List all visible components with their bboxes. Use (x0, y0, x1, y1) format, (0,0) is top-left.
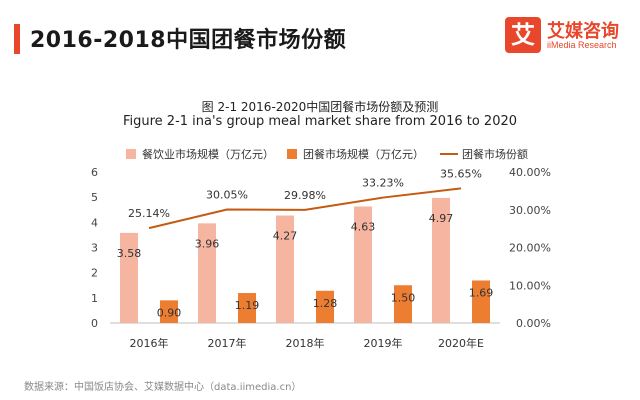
y-left-tick-label: 1 (91, 292, 98, 305)
y-right-tick-label: 0.00% (516, 317, 551, 330)
title-accent-bar (14, 24, 20, 54)
bar-restaurant-market (198, 223, 216, 323)
data-source-note: 数据来源：中国饭店协会、艾媒数据中心（data.iimedia.cn） (24, 382, 302, 393)
bar-group-meal-market (316, 290, 334, 323)
logo-subtitle: iiMedia Research (547, 40, 617, 50)
y-left-tick-label: 5 (91, 191, 98, 204)
legend-swatch (287, 149, 297, 159)
y-left-tick-label: 4 (91, 216, 98, 229)
x-tick-label: 2018年 (286, 336, 325, 350)
x-tick-label: 2019年 (364, 336, 403, 350)
y-right-tick-label: 40.00% (509, 166, 551, 179)
bar-restaurant-label: 3.96 (195, 237, 220, 250)
bar-group-meal-market (160, 300, 178, 323)
market-share-label: 35.65% (440, 167, 482, 180)
iimedia-logo: 艾 艾媒咨询 iiMedia Research (505, 15, 635, 59)
market-share-label: 29.98% (284, 189, 326, 202)
bar-restaurant-market (354, 206, 372, 323)
logo-badge: 艾 (505, 17, 541, 53)
bar-group-meal-market (238, 293, 256, 323)
bar-group-meal-label: 1.19 (235, 299, 260, 312)
bar-group-meal-market (472, 280, 490, 323)
logo-name: 艾媒咨询 (547, 21, 619, 42)
bar-restaurant-market (276, 215, 294, 323)
page-title: 2016-2018中国团餐市场份额 (30, 28, 347, 53)
y-right-tick-label: 30.00% (509, 204, 551, 217)
legend-label: 团餐市场规模（万亿元） (303, 147, 424, 161)
bar-group-meal-label: 1.69 (469, 286, 494, 299)
bar-restaurant-label: 4.63 (351, 220, 376, 233)
y-left-tick-label: 3 (91, 242, 98, 255)
bar-group-meal-label: 0.90 (157, 306, 182, 319)
bar-restaurant-market (432, 197, 450, 323)
market-share-line (148, 187, 462, 230)
bar-group-meal-label: 1.50 (391, 291, 416, 304)
legend-label: 团餐市场份额 (462, 147, 528, 161)
y-left-tick-label: 0 (91, 317, 98, 330)
x-tick-label: 2016年 (130, 336, 169, 350)
bar-restaurant-label: 4.97 (429, 212, 454, 225)
market-share-label: 33.23% (362, 177, 404, 190)
y-left-tick-label: 2 (91, 267, 98, 280)
bar-restaurant-label: 3.58 (117, 247, 142, 260)
legend-label: 餐饮业市场规模（万亿元） (142, 147, 274, 161)
bar-restaurant-label: 4.27 (273, 230, 298, 243)
y-right-tick-label: 20.00% (509, 242, 551, 255)
bar-group-meal-label: 1.28 (313, 297, 338, 310)
legend-swatch (126, 149, 136, 159)
chart-subtitle: Figure 2-1 ina's group meal market share… (122, 114, 518, 129)
market-share-label: 25.14% (128, 207, 170, 220)
x-tick-label: 2020年E (438, 336, 484, 350)
market-share-label: 30.05% (206, 189, 248, 202)
chart-title: 图 2-1 2016-2020中国团餐市场份额及预测 (201, 100, 439, 114)
y-left-tick-label: 6 (91, 166, 98, 179)
bar-group-meal-market (394, 285, 412, 323)
bar-restaurant-market (120, 232, 138, 323)
y-right-tick-label: 10.00% (509, 279, 551, 292)
x-tick-label: 2017年 (208, 336, 247, 350)
